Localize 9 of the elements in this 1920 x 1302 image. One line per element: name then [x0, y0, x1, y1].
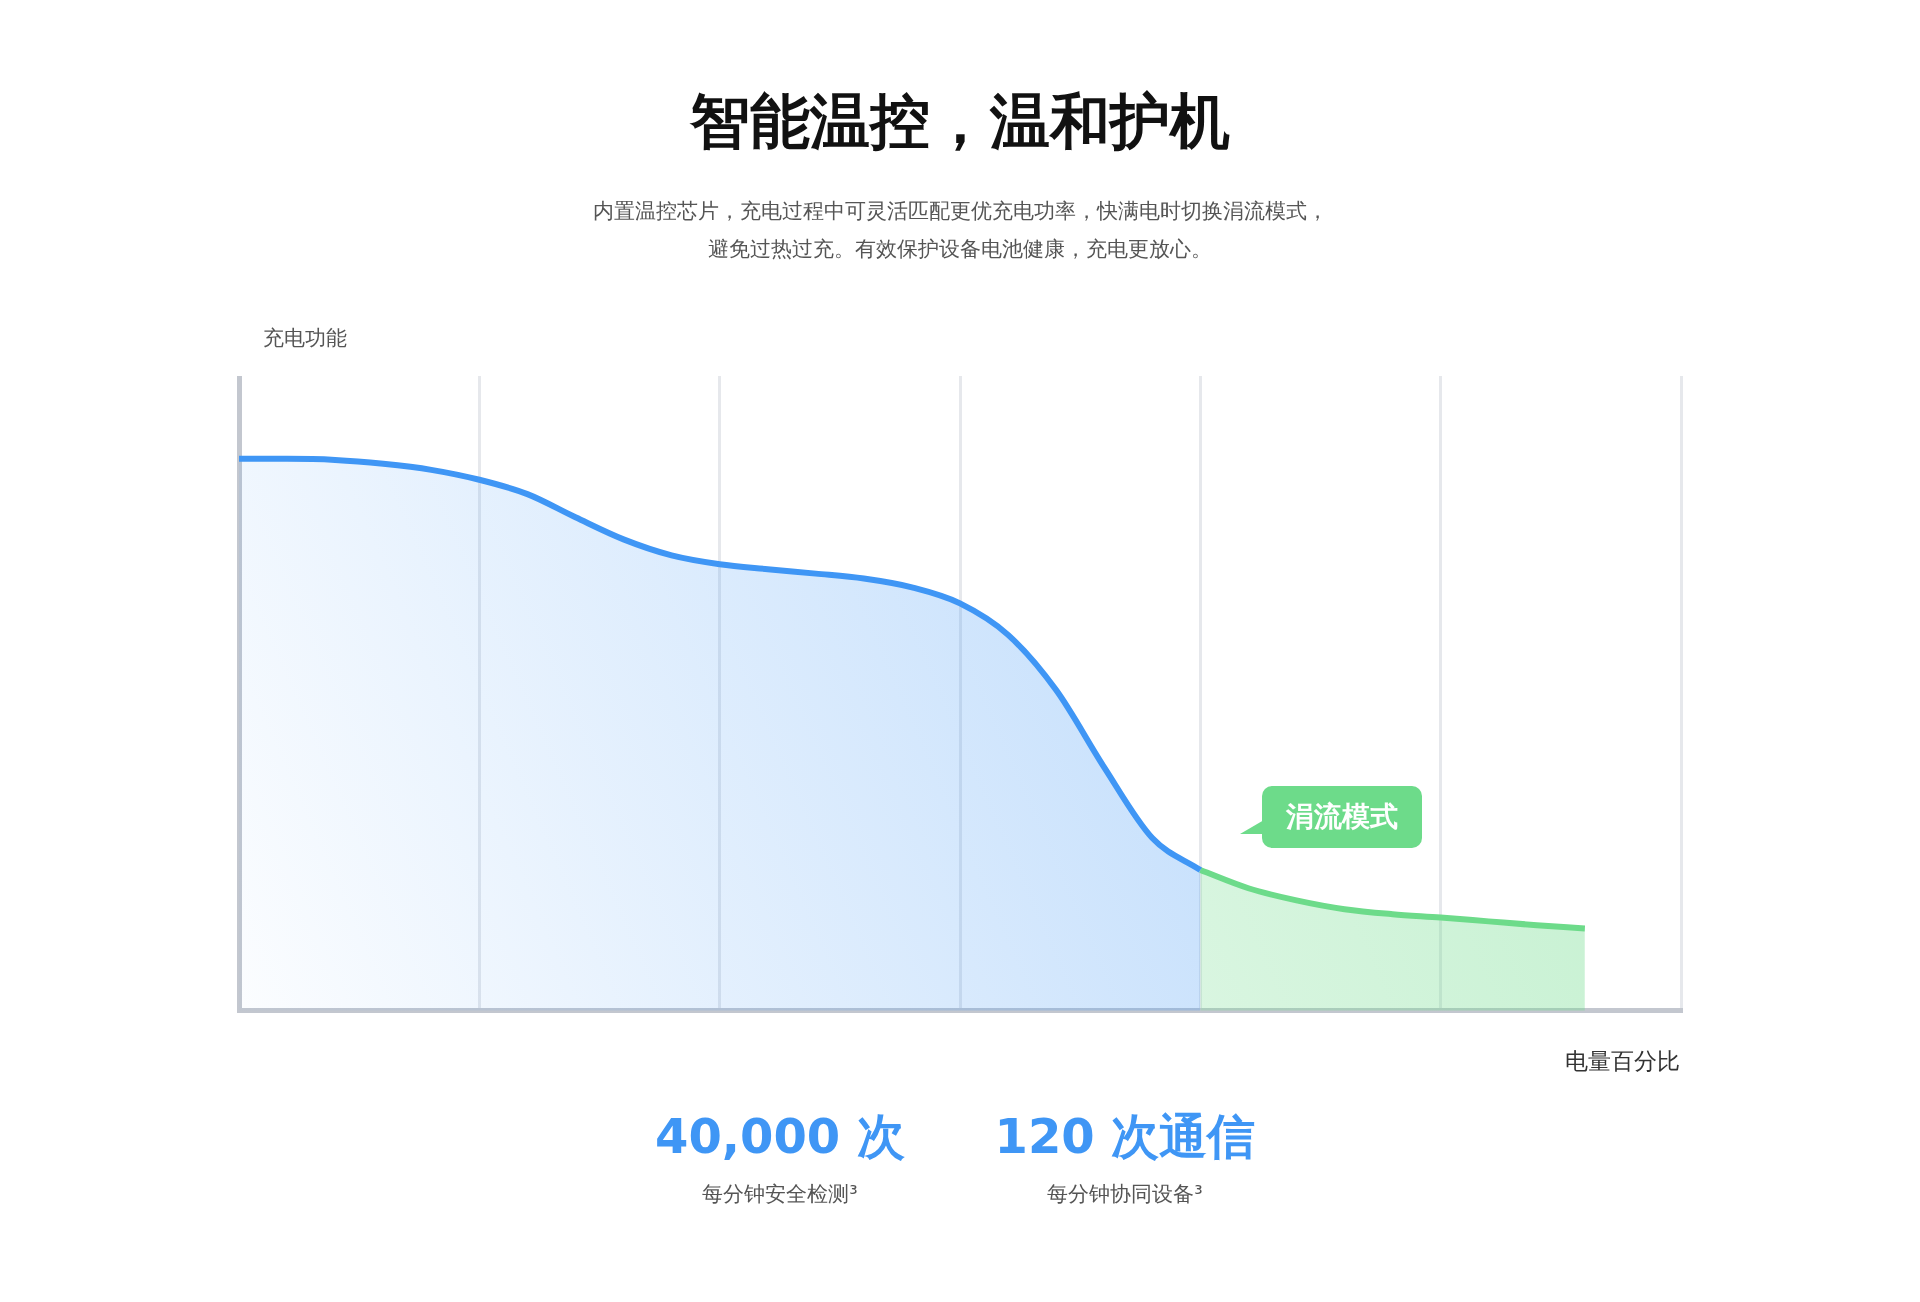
annotation: 涓流模式 — [1262, 786, 1422, 848]
chart-title: 智能温控，温和护机 — [689, 85, 1231, 158]
text: 120 次通信 — [994, 1107, 1256, 1166]
text: 充电功能 — [263, 325, 347, 352]
x-axis-title: 电量百分比 — [1565, 1047, 1680, 1076]
chart-subtitle: 内置温控芯片，充电过程中可灵活匹配更优充电功率，快满电时切换涓流模式，避免过热过充。有效保护设备电池健康，充电更放心。 — [591, 198, 1329, 263]
text: 每分钟安全检测³ — [702, 1181, 858, 1208]
text: 40,000 次 — [655, 1107, 905, 1166]
text: 每分钟协同设备³ — [1047, 1181, 1203, 1208]
